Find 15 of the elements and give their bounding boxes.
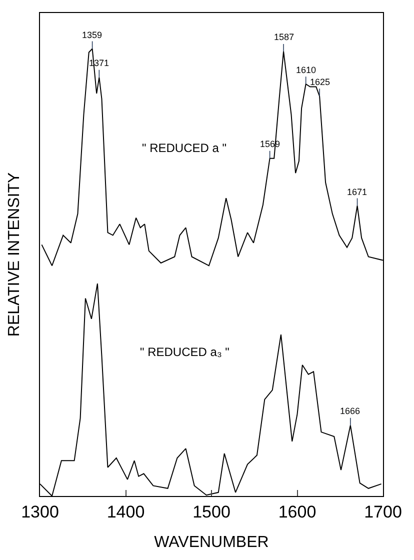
annotation: 1359 xyxy=(82,30,102,40)
x-axis-title: WAVENUMBER xyxy=(154,534,269,552)
annotation: 1587 xyxy=(274,32,294,42)
annotation: 1671 xyxy=(347,187,368,197)
annotation: " REDUCED a " xyxy=(142,141,227,155)
annotation: 1666 xyxy=(340,406,360,416)
x-tick-label: 1500 xyxy=(192,502,230,522)
y-axis-title: RELATIVE INTENSITY xyxy=(6,172,23,337)
x-tick-label: 1300 xyxy=(21,502,59,522)
annotation: 1610 xyxy=(296,65,316,75)
x-tick-label: 1400 xyxy=(106,502,145,522)
annotation: 1625 xyxy=(310,77,330,87)
x-tick-label: 1700 xyxy=(364,502,402,522)
x-tick-label: 1600 xyxy=(278,502,316,522)
annotation: " REDUCED a₃ " xyxy=(140,345,230,359)
